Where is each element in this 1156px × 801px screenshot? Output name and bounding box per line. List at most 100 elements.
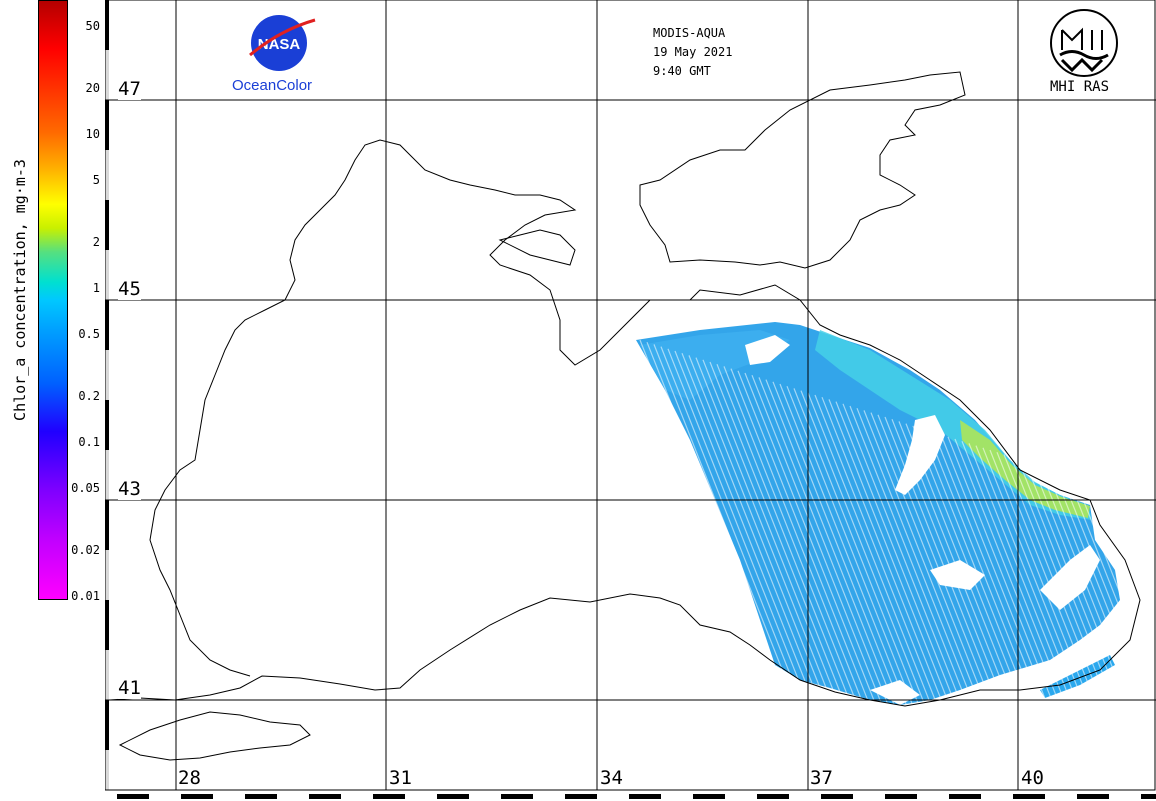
scanline	[1108, 487, 1156, 609]
edge-tick	[629, 794, 661, 799]
scanline	[695, 357, 827, 688]
scanline	[926, 429, 1058, 761]
scanline	[1066, 473, 1156, 702]
scanline	[786, 385, 918, 717]
scanline	[639, 339, 771, 671]
scanline	[1101, 484, 1156, 624]
scanline	[989, 449, 1121, 781]
map-frame-border	[105, 0, 1156, 799]
colorbar-gradient	[38, 0, 68, 600]
scanline	[800, 390, 932, 721]
edge-tick	[105, 200, 109, 250]
edge-tick	[105, 600, 109, 650]
scanline	[730, 368, 862, 699]
image-header: MODIS-AQUA 19 May 2021 9:40 GMT	[653, 24, 732, 81]
scanline	[961, 440, 1093, 772]
scanline	[1087, 480, 1156, 656]
scanline	[779, 383, 911, 715]
edge-tick	[105, 300, 109, 350]
scanline	[688, 355, 820, 686]
lat-label-43: 43	[118, 478, 141, 500]
scanline	[702, 359, 834, 691]
scanline	[940, 434, 1072, 765]
scanline	[898, 421, 1030, 752]
scanline	[982, 447, 1114, 779]
scanline	[716, 363, 848, 695]
lon-label-28: 28	[178, 767, 201, 789]
lat-label-41: 41	[118, 677, 141, 699]
colorbar-tick-9: 0.05	[71, 481, 100, 496]
scanline	[1003, 454, 1135, 785]
scanline	[905, 423, 1037, 754]
scanline	[737, 370, 869, 702]
edge-tick	[105, 700, 109, 750]
scanline	[744, 372, 876, 704]
edge-tick	[105, 500, 109, 550]
edge-tick	[181, 794, 213, 799]
scanline	[919, 427, 1051, 759]
scanline	[1038, 465, 1156, 765]
scanline	[975, 445, 1107, 776]
scanline	[765, 379, 897, 710]
lon-label-37: 37	[810, 767, 833, 789]
oceancolor-label: OceanColor	[232, 77, 313, 94]
scanline	[709, 361, 841, 693]
scanline	[1024, 460, 1156, 792]
edge-tick	[309, 794, 341, 799]
colorbar-title-text: Chlor_a concentration, mg·m-3	[11, 159, 29, 421]
colorbar-tick-11: 0.01	[71, 589, 100, 603]
scanline	[856, 407, 988, 739]
scanline	[1017, 458, 1149, 790]
lon-label-34: 34	[600, 767, 623, 789]
scanline	[1115, 489, 1156, 593]
scanline	[821, 396, 953, 728]
edge-tick	[949, 794, 981, 799]
scanline	[681, 352, 813, 684]
scanline	[660, 346, 792, 677]
scanline	[772, 381, 904, 713]
satellite-name: MODIS-AQUA	[653, 26, 726, 40]
scanline	[835, 401, 967, 732]
edge-tick	[1141, 794, 1156, 799]
scanline	[968, 443, 1100, 774]
scanline	[870, 412, 1002, 743]
scanline	[842, 403, 974, 735]
colorbar-tick-7: 0.2	[78, 388, 100, 403]
scanline	[933, 432, 1065, 763]
colorbar-title: Chlor_a concentration, mg·m-3	[2, 110, 38, 470]
edge-tick	[1077, 794, 1109, 799]
scanline	[807, 392, 939, 724]
colorbar-tick-4: 2	[92, 234, 100, 249]
edge-tick	[565, 794, 597, 799]
edge-tick	[885, 794, 917, 799]
colorbar-tick-10: 0.02	[71, 542, 100, 557]
edge-tick	[105, 100, 109, 150]
scanline	[1094, 482, 1156, 640]
scanline	[1073, 476, 1156, 687]
scanline	[863, 410, 995, 741]
scanline	[1010, 456, 1142, 787]
scanline	[1045, 467, 1156, 749]
colorbar-tick-5: 1	[92, 281, 100, 296]
edge-tick	[245, 794, 277, 799]
scanline	[947, 436, 1079, 768]
colorbar-tick-3: 5	[92, 173, 100, 188]
lon-label-31: 31	[389, 767, 412, 789]
scanline	[814, 394, 946, 726]
colorbar-tick-6: 0.5	[78, 327, 100, 342]
edge-tick	[501, 794, 533, 799]
scanline	[849, 405, 981, 737]
edge-tick	[821, 794, 853, 799]
lat-label-47: 47	[118, 78, 141, 100]
scanline	[912, 425, 1044, 757]
colorbar-tick-1: 20	[85, 80, 100, 95]
colorbar-tick-8: 0.1	[78, 435, 100, 450]
scanline	[1059, 471, 1156, 718]
edge-tick	[437, 794, 469, 799]
scanline	[954, 438, 1086, 770]
scanline	[646, 341, 778, 673]
mhi-ras-label: MHI RAS	[1050, 79, 1110, 95]
scanline	[1122, 491, 1156, 578]
edge-tick	[1013, 794, 1045, 799]
graticule	[105, 0, 1156, 790]
